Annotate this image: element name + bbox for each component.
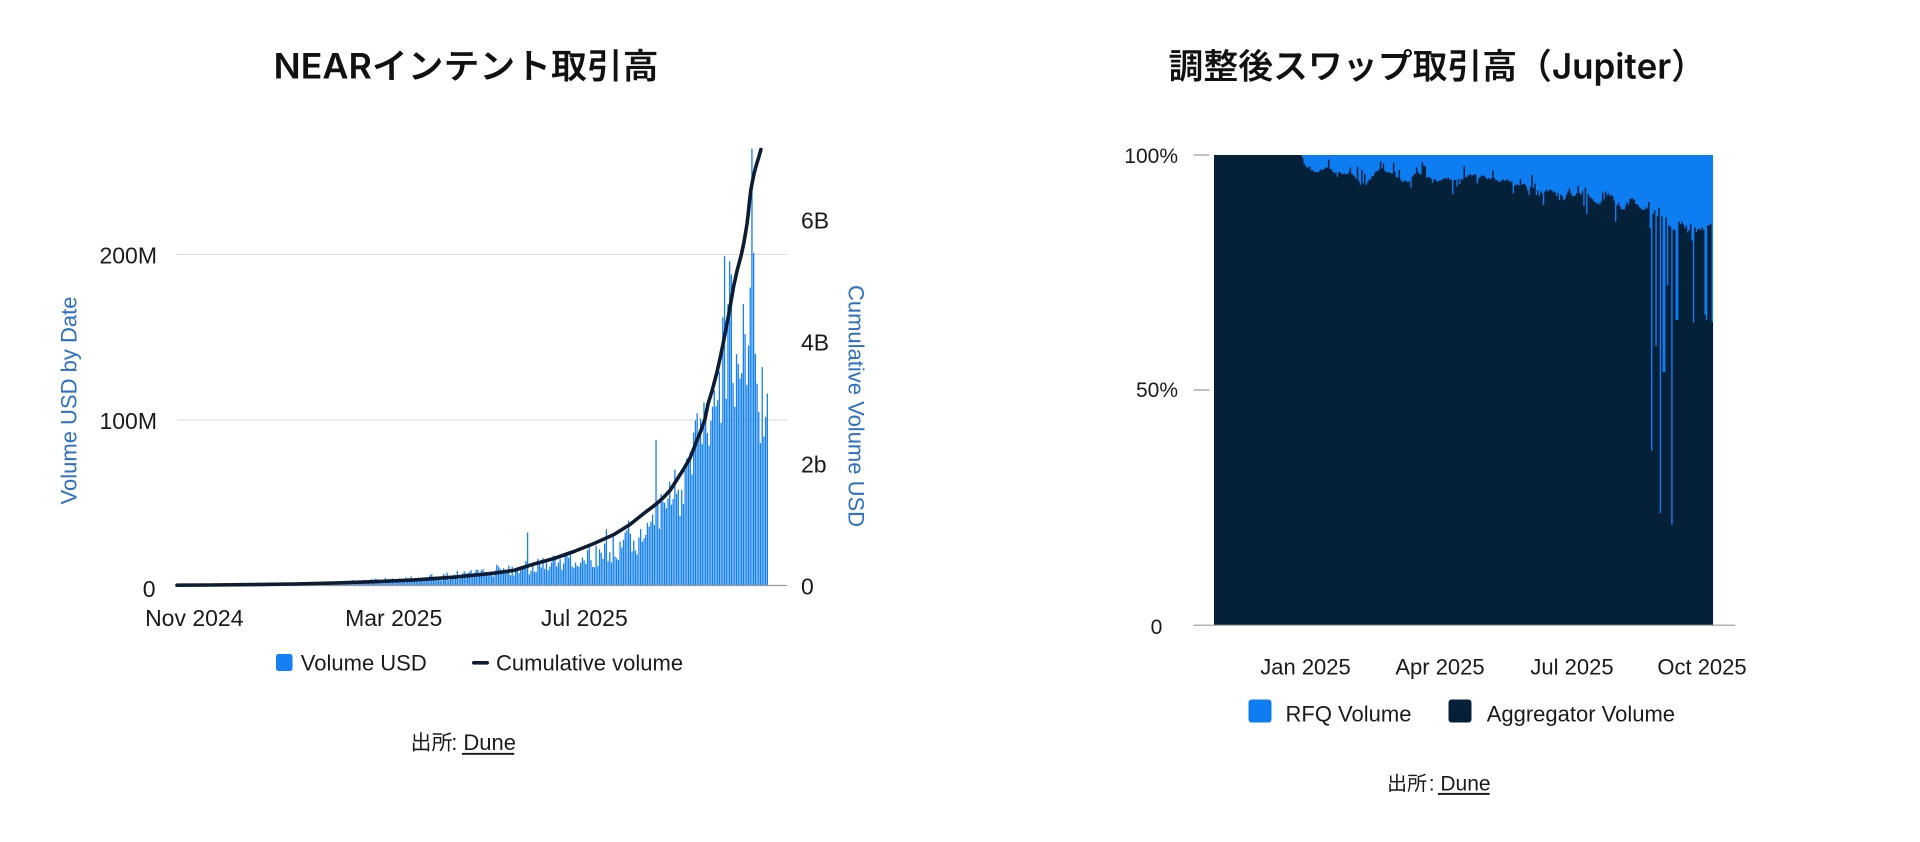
svg-text:Aggregator Volume: Aggregator Volume (1487, 701, 1675, 726)
svg-text:6B: 6B (801, 208, 829, 234)
svg-text:100%: 100% (1124, 145, 1178, 168)
svg-text:0: 0 (143, 576, 156, 602)
svg-text:Jul 2025: Jul 2025 (1530, 654, 1613, 679)
svg-text:Apr 2025: Apr 2025 (1395, 654, 1484, 679)
svg-text:Nov 2024: Nov 2024 (145, 605, 244, 631)
svg-text:Jan 2025: Jan 2025 (1260, 654, 1351, 679)
svg-text:RFQ Volume: RFQ Volume (1286, 701, 1412, 726)
svg-text:Cumulative volume: Cumulative volume (496, 651, 683, 676)
svg-text:100M: 100M (99, 408, 157, 434)
svg-text:Volume USD by Date: Volume USD by Date (57, 297, 82, 505)
svg-text:200M: 200M (99, 243, 157, 269)
svg-text:0: 0 (1151, 616, 1163, 639)
svg-text:Oct 2025: Oct 2025 (1657, 654, 1746, 679)
svg-text:Volume USD: Volume USD (301, 651, 427, 676)
svg-text:2b: 2b (801, 452, 827, 478)
svg-text:Mar 2025: Mar 2025 (345, 605, 442, 631)
svg-text:: Dune: : Dune (451, 730, 516, 755)
svg-text:Jul 2025: Jul 2025 (541, 605, 628, 631)
svg-text:4B: 4B (801, 330, 829, 356)
svg-text:50%: 50% (1136, 379, 1178, 402)
svg-text:Cumulative Volume USD: Cumulative Volume USD (844, 285, 869, 527)
svg-text:0: 0 (801, 574, 814, 600)
svg-text:: Dune: : Dune (1429, 772, 1491, 795)
